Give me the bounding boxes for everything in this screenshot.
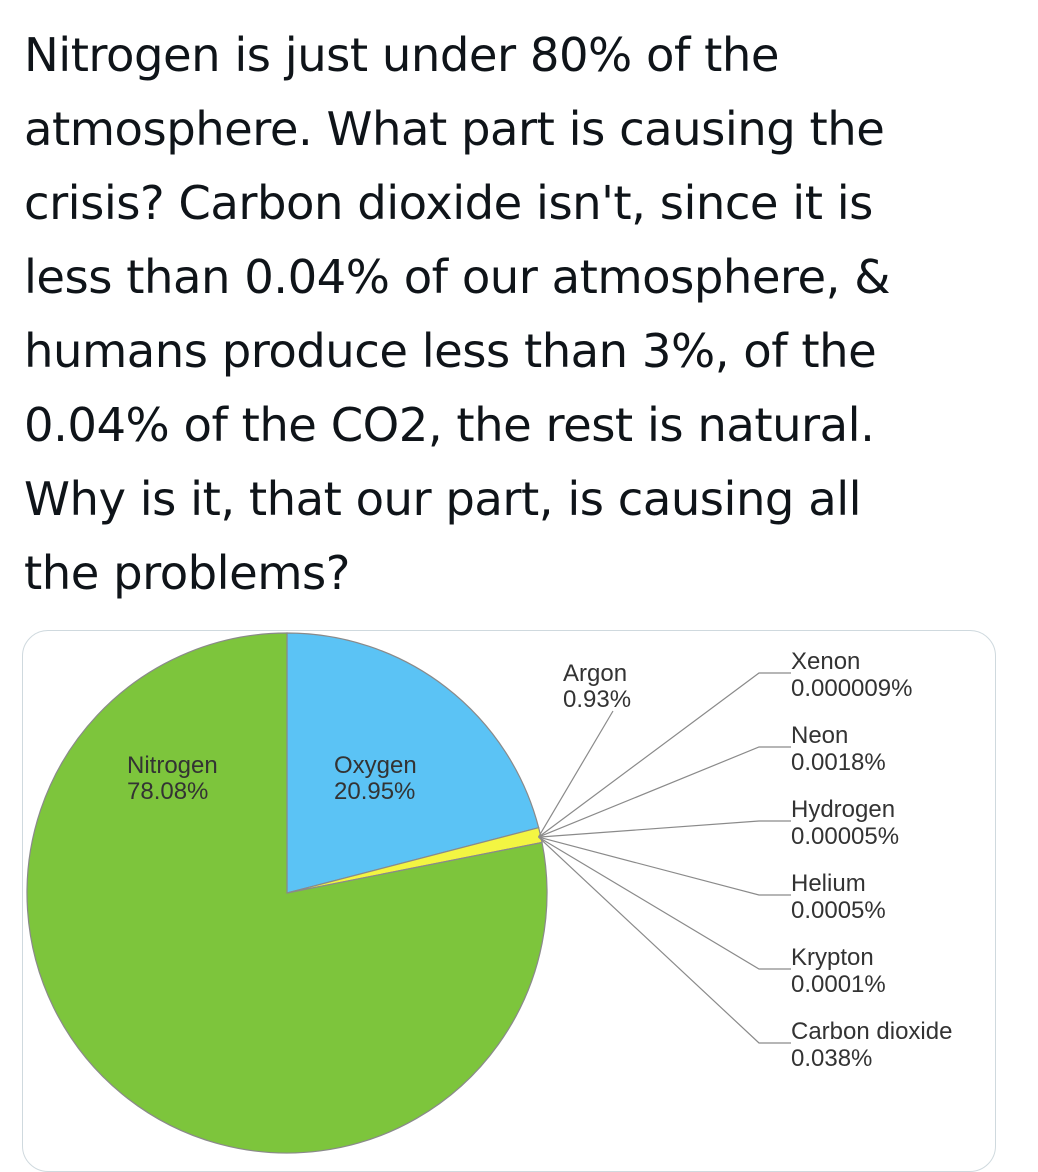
tweet-text: Nitrogen is just under 80% of the atmosp… bbox=[24, 18, 1014, 610]
leader-line-argon bbox=[537, 710, 614, 838]
tweet-text-line: Nitrogen is just under 80% of the bbox=[24, 28, 779, 82]
data-label-argon-name: Argon bbox=[563, 660, 627, 687]
trace-label-helium-value: 0.0005% bbox=[791, 897, 886, 924]
tweet-text-line: crisis? Carbon dioxide isn't, since it i… bbox=[24, 176, 873, 230]
trace-label-neon-value: 0.0018% bbox=[791, 749, 886, 776]
leader-line-hydrogen bbox=[538, 820, 791, 838]
data-label-oxygen-value: 20.95% bbox=[334, 778, 415, 805]
data-label-argon-value: 0.93% bbox=[563, 686, 631, 713]
leader-line-krypton bbox=[538, 836, 791, 970]
tweet-text-line: atmosphere. What part is causing the bbox=[24, 102, 885, 156]
data-label-nitrogen-value: 78.08% bbox=[127, 778, 208, 805]
trace-label-carbon-dioxide-value: 0.038% bbox=[791, 1045, 872, 1072]
trace-label-xenon-value: 0.000009% bbox=[791, 675, 912, 702]
tweet-media-image[interactable]: Nitrogen 78.08% Oxygen 20.95% Argon 0.93% Xeno… bbox=[22, 630, 996, 1172]
trace-label-xenon-name: Xenon bbox=[791, 648, 860, 675]
tweet-text-line: Why is it, that our part, is causing all bbox=[24, 472, 862, 526]
leader-line-xenon bbox=[538, 672, 791, 838]
tweet-text-line: humans produce less than 3%, of the bbox=[24, 324, 877, 378]
tweet-text-line: less than 0.04% of our atmosphere, & bbox=[24, 250, 890, 304]
leader-line-helium bbox=[538, 836, 791, 896]
pie-slice-nitrogen bbox=[26, 632, 548, 1154]
trace-label-helium-name: Helium bbox=[791, 870, 866, 897]
trace-label-hydrogen-value: 0.00005% bbox=[791, 823, 899, 850]
data-label-nitrogen-name: Nitrogen bbox=[127, 752, 218, 779]
trace-label-carbon-dioxide-name: Carbon dioxide bbox=[791, 1018, 952, 1045]
trace-label-krypton-value: 0.0001% bbox=[791, 971, 886, 998]
trace-label-neon-name: Neon bbox=[791, 722, 848, 749]
data-label-oxygen-name: Oxygen bbox=[334, 752, 417, 779]
trace-label-krypton-name: Krypton bbox=[791, 944, 874, 971]
trace-label-hydrogen-name: Hydrogen bbox=[791, 796, 895, 823]
leader-line-neon bbox=[538, 746, 791, 838]
tweet-text-line: the problems? bbox=[24, 546, 350, 600]
leader-line-carbon-dioxide bbox=[538, 836, 791, 1044]
tweet-text-line: 0.04% of the CO2, the rest is natural. bbox=[24, 398, 875, 452]
pie-slice-oxygen bbox=[286, 632, 540, 894]
